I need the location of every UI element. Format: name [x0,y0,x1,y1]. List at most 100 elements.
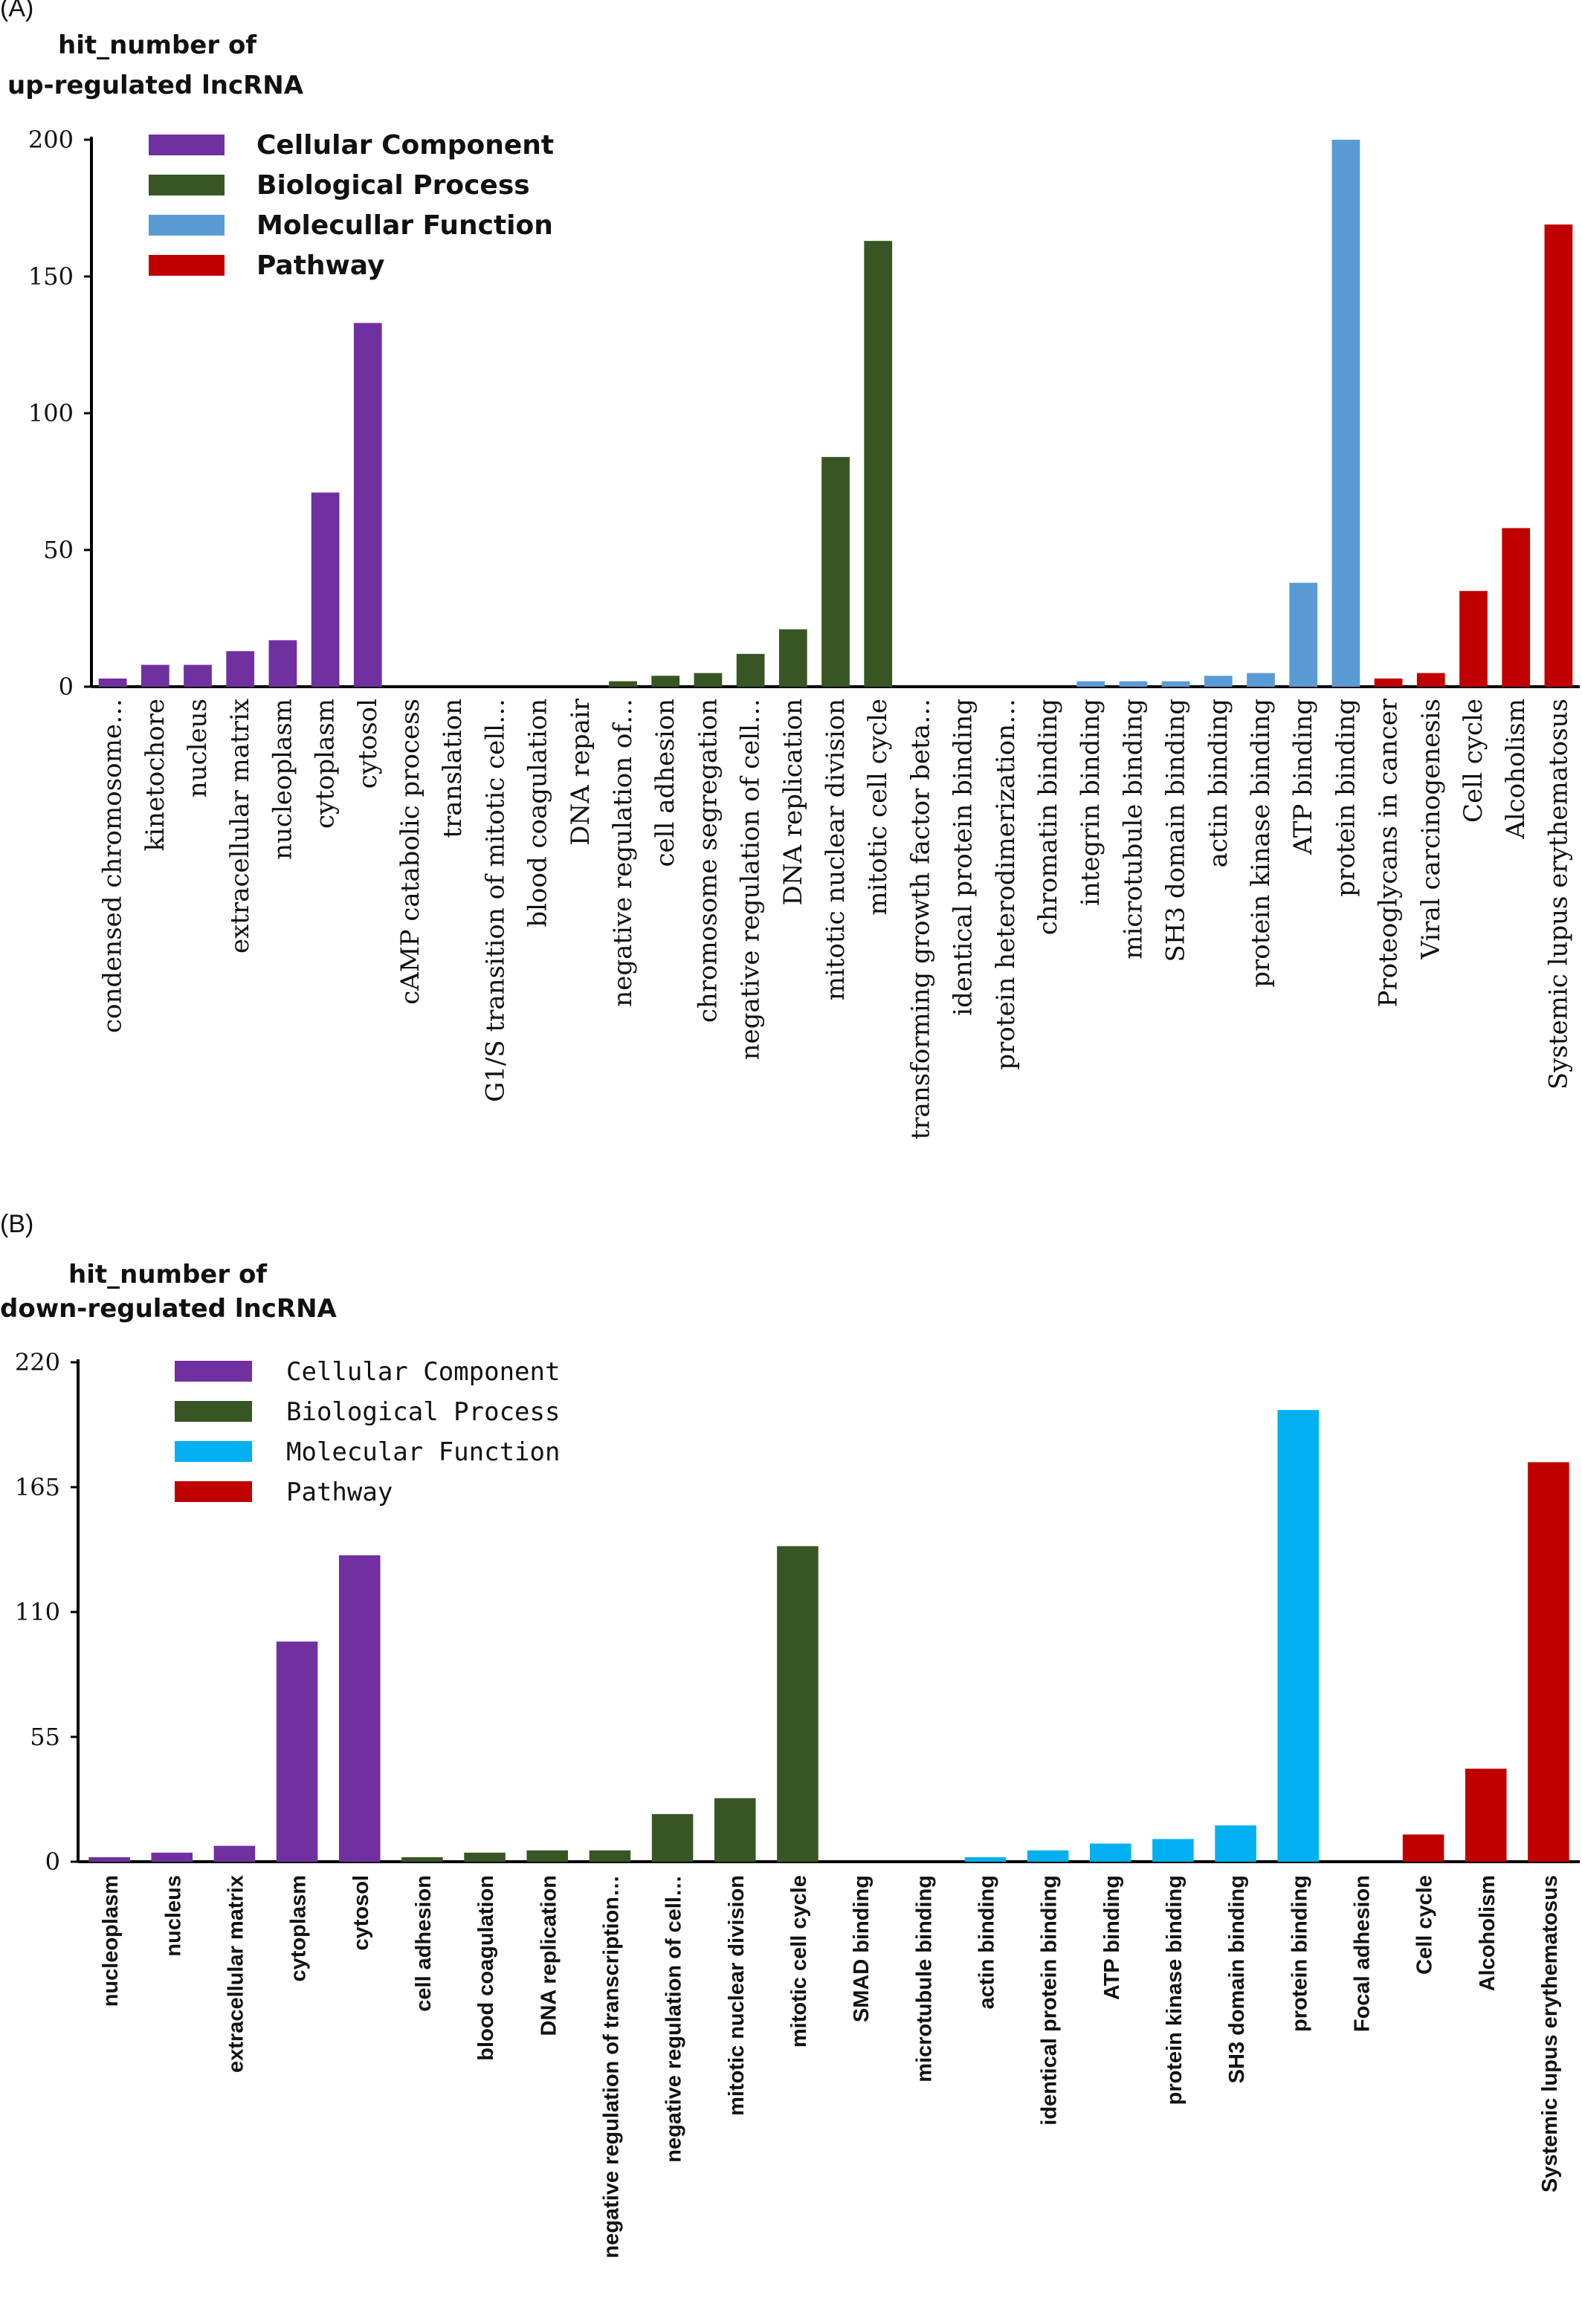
legend-label: Molecullar Function [256,210,553,241]
x-tick-label: protein binding [1331,699,1360,897]
panel-b-y-tick-label: 220 [15,1348,60,1376]
x-tick-label: cell adhesion [412,1875,436,2012]
x-tick-label: Cell cycle [1413,1875,1437,1975]
x-tick-label: SMAD binding [850,1875,874,2022]
bar [353,323,382,687]
panel-b-y-tick-label: 55 [30,1723,60,1751]
panel-a: (A) hit_number of up-regulated lncRNA 0 5… [0,0,1580,1139]
bar [1076,681,1105,687]
legend-swatch [175,1441,252,1462]
legend-swatch [149,255,225,276]
x-tick-label: condensed chromosome… [98,699,128,1033]
x-tick-label: DNA replication [537,1875,561,2036]
bar [1289,583,1318,687]
bar [88,1857,130,1862]
x-tick-label: mitotic cell cycle [863,699,893,916]
bar [151,1852,193,1862]
x-tick-label: SH3 domain binding [1161,699,1191,962]
bar [526,1850,569,1862]
x-tick-label: nucleus [183,699,213,797]
bar [1152,1839,1194,1862]
legend-swatch [149,135,225,155]
x-tick-label: transforming growth factor beta… [905,699,935,1139]
x-tick-label: actin binding [1204,699,1233,867]
panel-b-y-tick-label: 110 [15,1598,60,1626]
legend-swatch [175,1361,252,1382]
x-tick-label: Viral carcinogenesis [1416,699,1446,960]
legend-label: Pathway [256,250,384,281]
x-tick-label: mitotic nuclear division [725,1875,749,2116]
x-tick-label: protein kinase binding [1246,699,1276,988]
bar [1402,1834,1444,1862]
legend-swatch [149,175,225,195]
legend-label: Pathway [286,1477,393,1507]
x-tick-label: actin binding [975,1875,998,2009]
x-tick-label: Proteoglycans in cancer [1374,698,1404,1007]
x-tick-label: protein binding [1288,1875,1311,2032]
bar [736,653,765,687]
legend-label: Cellular Component [256,130,554,161]
x-tick-label: nucleoplasm [99,1875,123,2007]
x-tick-label: microtubule binding [912,1875,936,2082]
bar [141,664,170,687]
bar [98,678,127,687]
bar [1119,681,1148,687]
panel-a-y-tick-label: 200 [28,126,74,154]
x-tick-label: cytosol [349,1875,373,1951]
x-tick-label: cytoplasm [287,1875,311,1981]
x-tick-label: Cell cycle [1459,699,1488,823]
x-tick-label: Focal adhesion [1350,1875,1374,2032]
x-tick-label: cell adhesion [650,699,680,867]
panel-a-y-tick-label: 0 [59,673,74,701]
bar [268,640,297,687]
x-tick-label: translation [438,699,468,838]
bar [464,1852,506,1862]
legend-swatch [175,1401,252,1422]
bar [1544,224,1573,687]
legend-label: Molecular Function [286,1437,560,1467]
bar [1416,673,1445,687]
bar [777,1546,819,1862]
x-tick-label: negative regulation of cell… [662,1875,686,2163]
bar [589,1850,631,1862]
bar [1215,1825,1256,1862]
x-tick-label: ATP binding [1100,1875,1124,2000]
x-tick-label: G1/S transition of mitotic cell… [480,699,510,1102]
bar [609,681,637,687]
legend-swatch [175,1481,252,1502]
panel-a-plot: 0 50 100 150 200 condensed chromosome… kinetoc… [28,126,1580,1139]
bar [1204,676,1233,687]
bar [338,1555,381,1862]
x-tick-label: blood coagulation [523,699,553,928]
bar [1161,681,1190,687]
bar [714,1798,756,1862]
legend-label: Biological Process [256,170,530,201]
x-tick-label: mitotic nuclear division [821,699,850,1000]
panel-b-ylabel-line1: hit_number of [68,1260,268,1289]
bar [964,1857,1007,1862]
x-tick-label: chromatin binding [1033,699,1063,935]
bar [401,1857,443,1862]
bar [1528,1462,1569,1862]
x-tick-label: Systemic lupus erythematosus [1543,699,1573,1090]
panel-a-ylabel-line2: up-regulated lncRNA [7,71,304,100]
x-tick-label: identical protein binding [949,699,978,1016]
panel-a-y-tick-label: 100 [28,399,74,427]
bar [184,664,212,687]
bar [1374,678,1403,687]
bar [651,1813,694,1862]
bar [276,1641,318,1862]
panel-a-label: (A) [0,0,33,22]
bar [651,676,680,687]
x-tick-label: Alcoholism [1501,699,1531,840]
bar [1465,1768,1507,1862]
x-tick-label: extracellular matrix [224,1875,248,2073]
x-tick-label: chromosome segregation [693,699,723,1023]
panel-b-ylabel-line2: down-regulated lncRNA [0,1294,338,1324]
x-tick-label: nucleoplasm [268,699,297,860]
x-tick-label: mitotic cell cycle [787,1875,811,2048]
x-tick-label: cAMP catabolic process [396,699,425,1005]
panel-b-y-tick-label: 0 [45,1848,60,1876]
legend-label: Biological Process [286,1397,560,1427]
x-tick-label: blood coagulation [474,1875,498,2061]
